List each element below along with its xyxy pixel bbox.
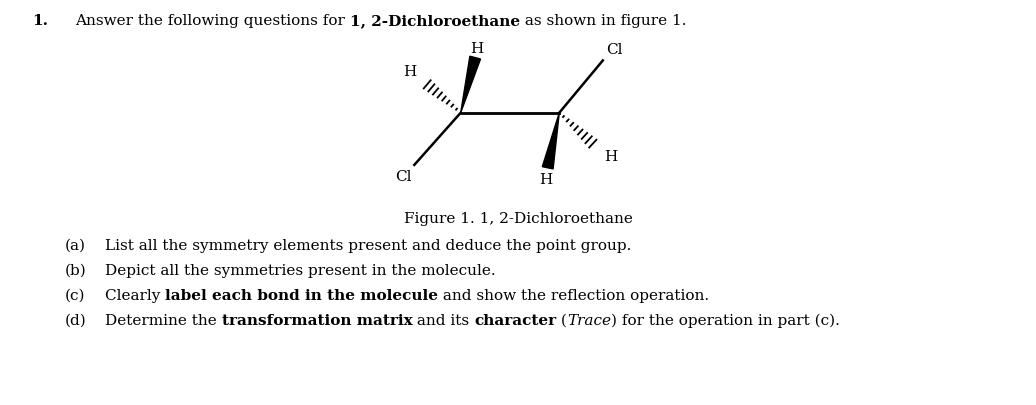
Text: (b): (b)	[65, 263, 87, 277]
Text: (c): (c)	[65, 288, 86, 302]
Text: H: H	[470, 41, 484, 55]
Text: label each bond in the molecule: label each bond in the molecule	[166, 288, 438, 302]
Polygon shape	[461, 57, 481, 113]
Text: Answer the following questions for: Answer the following questions for	[75, 14, 350, 28]
Text: Clearly: Clearly	[105, 288, 166, 302]
Text: character: character	[474, 313, 556, 327]
Text: 1.: 1.	[32, 14, 48, 28]
Text: (a): (a)	[65, 238, 86, 252]
Text: (d): (d)	[65, 313, 87, 327]
Text: and its: and its	[412, 313, 474, 327]
Text: as shown in figure 1.: as shown in figure 1.	[520, 14, 687, 28]
Text: Depict all the symmetries present in the molecule.: Depict all the symmetries present in the…	[105, 263, 495, 277]
Text: transformation matrix: transformation matrix	[222, 313, 412, 327]
Text: Figure 1. 1, 2-Dichloroethane: Figure 1. 1, 2-Dichloroethane	[404, 211, 632, 225]
Polygon shape	[542, 113, 559, 170]
Text: (: (	[556, 313, 568, 327]
Text: Cl: Cl	[395, 169, 411, 183]
Text: H: H	[403, 65, 416, 79]
Text: H: H	[539, 173, 552, 186]
Text: List all the symmetry elements present and deduce the point group.: List all the symmetry elements present a…	[105, 238, 631, 252]
Text: ) for the operation in part (c).: ) for the operation in part (c).	[611, 313, 840, 327]
Text: Cl: Cl	[606, 43, 623, 58]
Text: Determine the: Determine the	[105, 313, 222, 327]
Text: Trace: Trace	[568, 313, 611, 327]
Text: H: H	[604, 150, 617, 164]
Text: and show the reflection operation.: and show the reflection operation.	[438, 288, 710, 302]
Text: 1, 2-Dichloroethane: 1, 2-Dichloroethane	[350, 14, 520, 28]
